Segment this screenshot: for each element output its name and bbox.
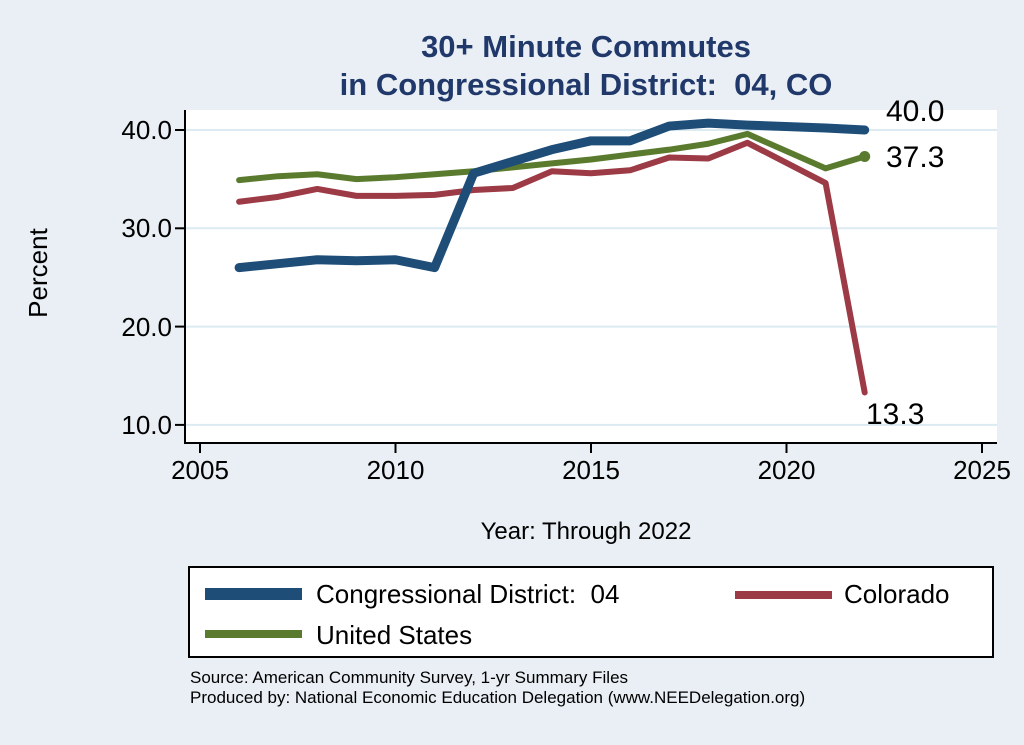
legend-label-district-04: Congressional District: 04: [316, 579, 620, 609]
legend-swatch-united-states: [205, 630, 302, 638]
y-tick-label: 40.0: [121, 115, 172, 145]
line-united-states: [236, 130, 868, 184]
legend-swatch-district-04: [205, 588, 302, 600]
x-tick-label: 2015: [562, 455, 620, 485]
end-label-district-04: 40.0: [886, 95, 945, 128]
y-tick-label: 30.0: [121, 213, 172, 244]
legend: Congressional District: 04 Colorado Unit…: [188, 566, 994, 658]
line-colorado: [236, 139, 868, 396]
y-tick-label: 20.0: [121, 311, 172, 342]
end-label-united-states: 37.3: [886, 141, 945, 174]
end-marker-dot: [859, 151, 871, 163]
x-tick-label: 2005: [171, 455, 229, 485]
end-label-colorado: 13.3: [866, 398, 925, 431]
x-tick-label: 2025: [953, 455, 1011, 485]
y-tick-label: 10.0: [121, 409, 172, 440]
x-tick-label: 2020: [757, 455, 816, 485]
legend-label-united-states: United States: [316, 620, 473, 650]
line-congressional-district-04: [234, 118, 870, 273]
axis-lines: [184, 110, 997, 444]
produced-by-text: Produced by: National Economic Education…: [190, 688, 806, 707]
source-text: Source: American Community Survey, 1-yr …: [190, 668, 629, 687]
legend-label-colorado: Colorado: [844, 579, 950, 609]
chart-title-line-1: 30+ Minute Commutes: [421, 29, 751, 64]
chart-title-line-2: in Congressional District: 04, CO: [339, 67, 833, 102]
x-axis-title: Year: Through 2022: [480, 518, 692, 545]
legend-swatch-colorado: [735, 591, 832, 599]
x-tick-label: 2010: [366, 455, 425, 485]
y-axis-title: Percent: [23, 228, 53, 318]
